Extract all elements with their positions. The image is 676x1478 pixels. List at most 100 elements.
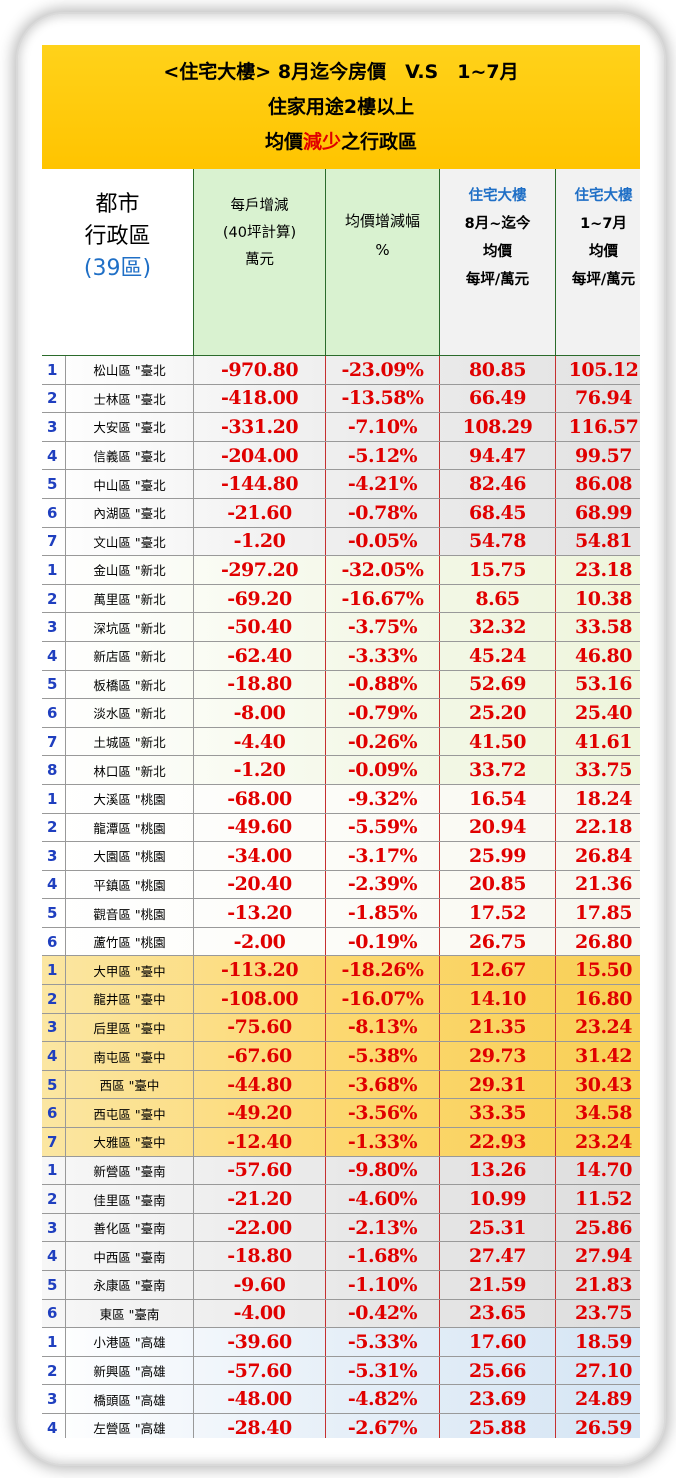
aug-price-cell: 32.32 [440, 613, 556, 641]
unit-change-cell: -108.00 [194, 985, 326, 1013]
table-row: 3 深坑區 "新北 -50.40 -3.75% 32.32 33.58 [42, 613, 640, 642]
unit-change-cell: -1.20 [194, 756, 326, 784]
unit-change-cell: -44.80 [194, 1070, 326, 1099]
jan-jul-price-cell: 16.80 [556, 985, 640, 1013]
district-cell: 佳里區 "臺南 [66, 1185, 194, 1213]
percent-change-cell: -0.79% [326, 699, 440, 727]
table-row: 6 淡水區 "新北 -8.00 -0.79% 25.20 25.40 [42, 699, 640, 728]
district-cell: 東區 "臺南 [66, 1299, 194, 1328]
table-row: 6 東區 "臺南 -4.00 -0.42% 23.65 23.75 [42, 1299, 640, 1329]
district-cell: 后里區 "臺中 [66, 1013, 194, 1042]
unit-change-cell: -50.40 [194, 613, 326, 641]
district-cell: 內湖區 "臺北 [66, 498, 194, 527]
aug-price-cell: 21.35 [440, 1013, 556, 1042]
district-cell: 林口區 "新北 [66, 756, 194, 784]
jan-jul-price-cell: 18.59 [556, 1328, 640, 1356]
rank-cell: 1 [42, 356, 66, 384]
percent-change-cell: -16.67% [326, 584, 440, 613]
jan-jul-price-cell: 23.24 [556, 1128, 640, 1156]
jan-jul-price-cell: 33.58 [556, 613, 640, 641]
jan-jul-price-cell: 26.84 [556, 842, 640, 870]
aug-price-cell: 25.20 [440, 699, 556, 727]
unit-change-cell: -69.20 [194, 584, 326, 613]
unit-change-cell: -57.60 [194, 1356, 326, 1385]
table-row: 5 永康區 "臺南 -9.60 -1.10% 21.59 21.83 [42, 1271, 640, 1300]
table-row: 4 新店區 "新北 -62.40 -3.33% 45.24 46.80 [42, 641, 640, 671]
aug-price-cell: 108.29 [440, 413, 556, 441]
percent-change-cell: -23.09% [326, 356, 440, 384]
rank-cell: 5 [42, 899, 66, 927]
rank-cell: 7 [42, 727, 66, 756]
table-row: 2 萬里區 "新北 -69.20 -16.67% 8.65 10.38 [42, 584, 640, 614]
aug-price-cell: 52.69 [440, 670, 556, 699]
jan-jul-price-cell: 99.57 [556, 442, 640, 470]
unit-change-cell: -28.40 [194, 1413, 326, 1438]
aug-price-cell: 22.93 [440, 1128, 556, 1156]
district-cell: 大甲區 "臺中 [66, 956, 194, 985]
aug-price-cell: 8.65 [440, 584, 556, 613]
table-row: 1 松山區 "臺北 -970.80 -23.09% 80.85 105.12 [42, 356, 640, 385]
unit-change-cell: -297.20 [194, 556, 326, 584]
unit-change-cell: -9.60 [194, 1271, 326, 1299]
aug-price-cell: 33.35 [440, 1099, 556, 1128]
jan-jul-price-cell: 68.99 [556, 499, 640, 527]
table-row: 7 土城區 "新北 -4.40 -0.26% 41.50 41.61 [42, 727, 640, 757]
rank-cell: 1 [42, 784, 66, 813]
table-row: 2 龍井區 "臺中 -108.00 -16.07% 14.10 16.80 [42, 985, 640, 1014]
jan-jul-price-cell: 23.75 [556, 1300, 640, 1328]
jan-jul-price-cell: 26.59 [556, 1414, 640, 1438]
district-cell: 金山區 "新北 [66, 556, 194, 584]
aug-price-cell: 10.99 [440, 1185, 556, 1213]
percent-change-cell: -4.60% [326, 1185, 440, 1213]
jan-jul-price-cell: 18.24 [556, 785, 640, 813]
unit-change-cell: -62.40 [194, 641, 326, 670]
jan-jul-price-cell: 26.80 [556, 928, 640, 956]
jan-jul-price-cell: 22.18 [556, 814, 640, 842]
table-title: <住宅大樓> 8月迄今房價 V.S 1~7月 住家用途2樓以上 均價減少之行政區 [42, 45, 640, 169]
rank-cell: 8 [42, 756, 66, 784]
rank-cell: 2 [42, 813, 66, 842]
unit-change-cell: -67.60 [194, 1042, 326, 1070]
jan-jul-price-cell: 21.36 [556, 871, 640, 899]
jan-jul-price-cell: 25.40 [556, 699, 640, 727]
percent-change-cell: -0.88% [326, 670, 440, 699]
aug-price-cell: 54.78 [440, 527, 556, 556]
district-cell: 大安區 "臺北 [66, 413, 194, 441]
unit-change-cell: -49.60 [194, 813, 326, 842]
percent-change-cell: -32.05% [326, 556, 440, 584]
jan-jul-price-cell: 10.38 [556, 585, 640, 613]
aug-price-cell: 20.85 [440, 870, 556, 899]
title-highlight: 減少 [302, 131, 341, 153]
jan-jul-price-cell: 53.16 [556, 671, 640, 699]
rank-cell: 6 [42, 699, 66, 727]
title-line-3: 均價減少之行政區 [264, 131, 418, 153]
unit-change-cell: -49.20 [194, 1099, 326, 1128]
district-cell: 龍井區 "臺中 [66, 985, 194, 1013]
header-percent-change: 均價增減幅 % [326, 169, 440, 356]
jan-jul-price-cell: 33.75 [556, 756, 640, 784]
percent-change-cell: -7.10% [326, 413, 440, 441]
jan-jul-price-cell: 14.70 [556, 1157, 640, 1185]
percent-change-cell: -2.13% [326, 1213, 440, 1242]
rank-cell: 5 [42, 670, 66, 699]
rank-cell: 5 [42, 1070, 66, 1099]
table-row: 5 觀音區 "桃園 -13.20 -1.85% 17.52 17.85 [42, 899, 640, 928]
percent-change-cell: -0.05% [326, 527, 440, 556]
aug-price-cell: 20.94 [440, 813, 556, 842]
table-body: 1 松山區 "臺北 -970.80 -23.09% 80.85 105.12 2 士林區 "臺… [42, 356, 640, 1438]
district-cell: 西區 "臺中 [66, 1070, 194, 1099]
unit-change-cell: -204.00 [194, 441, 326, 470]
jan-jul-price-cell: 76.94 [556, 385, 640, 413]
rank-cell: 1 [42, 556, 66, 584]
rank-cell: 3 [42, 613, 66, 641]
table-row: 3 大安區 "臺北 -331.20 -7.10% 108.29 116.57 [42, 413, 640, 442]
jan-jul-price-cell: 24.89 [556, 1385, 640, 1413]
table-row: 2 新興區 "高雄 -57.60 -5.31% 25.66 27.10 [42, 1356, 640, 1386]
percent-change-cell: -16.07% [326, 985, 440, 1013]
district-cell: 信義區 "臺北 [66, 441, 194, 470]
header-jan-jul-price: 住宅大樓 1~7月 均價 每坪/萬元 [556, 169, 640, 356]
percent-change-cell: -5.12% [326, 441, 440, 470]
table-row: 6 蘆竹區 "桃園 -2.00 -0.19% 26.75 26.80 [42, 927, 640, 957]
aug-price-cell: 33.72 [440, 756, 556, 784]
aug-price-cell: 25.99 [440, 842, 556, 870]
